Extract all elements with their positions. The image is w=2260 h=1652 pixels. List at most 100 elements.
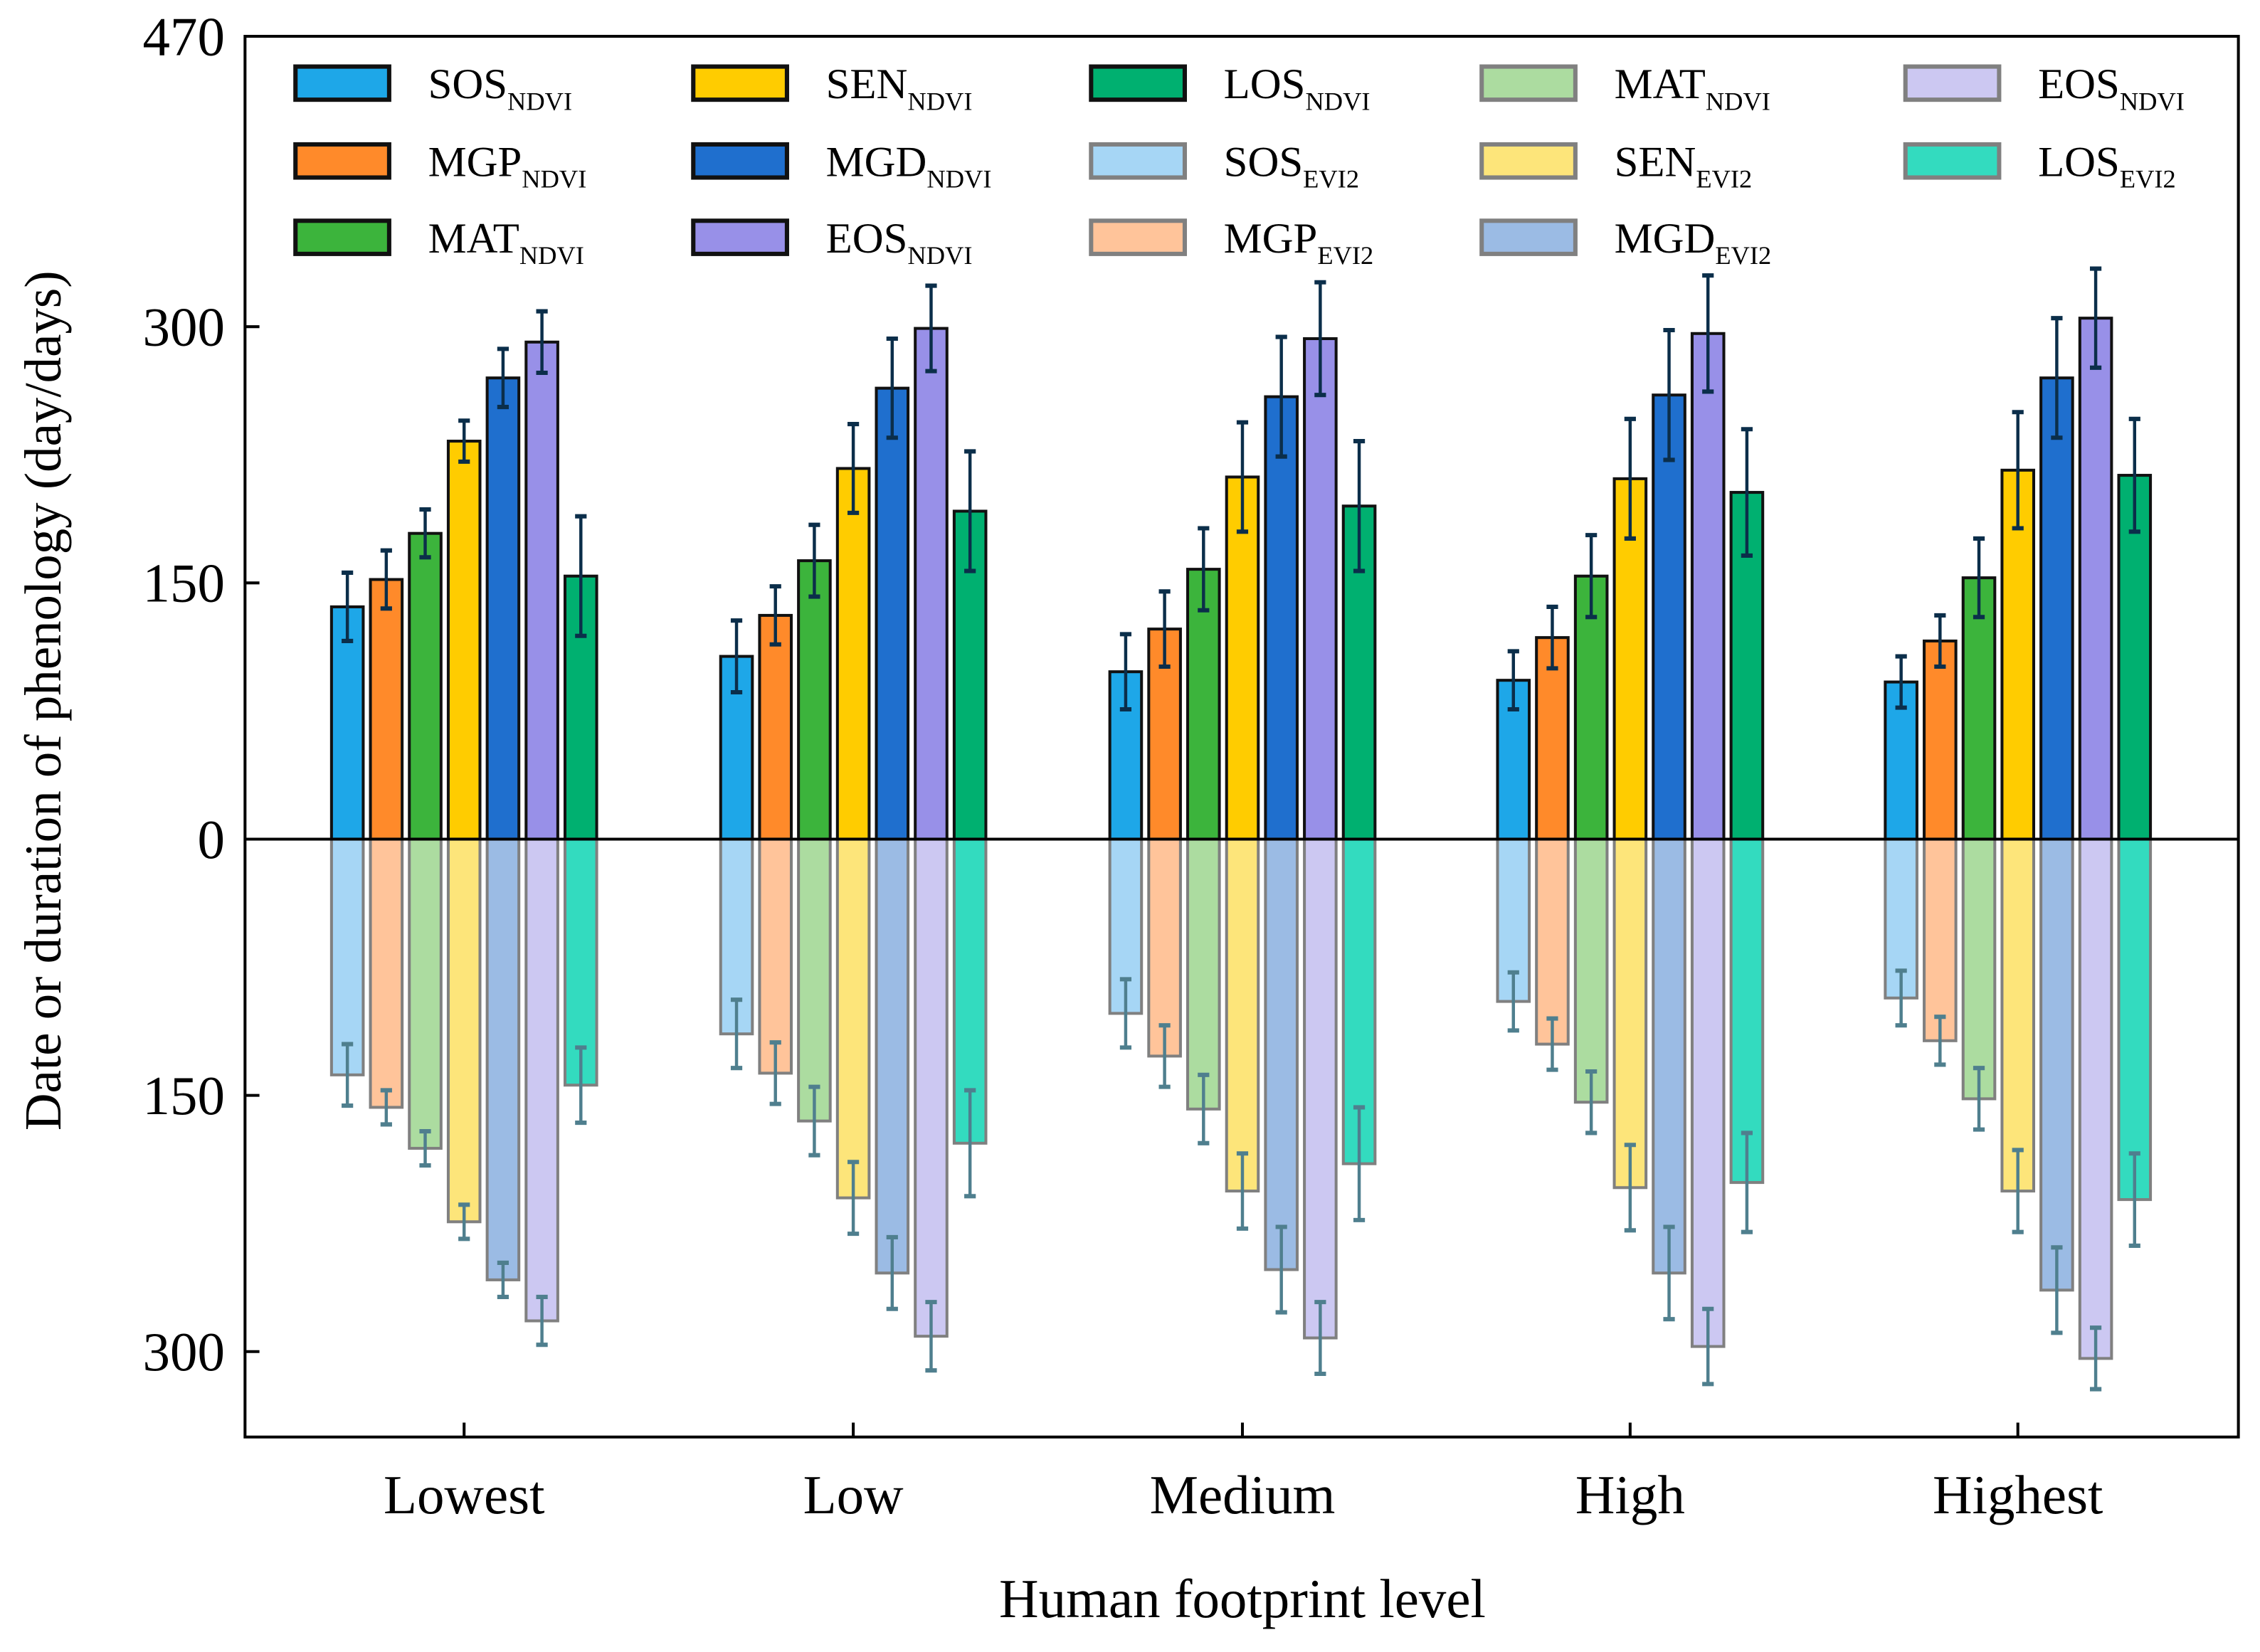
legend-label-subscript: NDVI <box>1305 87 1370 115</box>
legend-item: SOSEVI2 <box>1089 138 1359 194</box>
bar-mat-ndvi <box>797 559 832 841</box>
bar-mgp-ndvi <box>369 578 404 841</box>
legend-label: LOSNDVI <box>1224 60 1371 115</box>
legend-label: MGPEVI2 <box>1224 215 1374 270</box>
bar-mgd-evi2 <box>485 837 521 1281</box>
legend-label-subscript: NDVI <box>907 87 972 115</box>
legend-label-main: MGP <box>428 138 522 186</box>
legend-label: SOSNDVI <box>428 60 573 115</box>
bar-mgp-evi2 <box>1535 837 1570 1046</box>
legend-label-main: SEN <box>826 60 908 108</box>
bar-mgd-evi2 <box>875 837 910 1275</box>
legend-label-subscript: NDVI <box>507 87 572 115</box>
bar-sos-evi2 <box>329 837 365 1076</box>
y-tick-label: 150 <box>143 553 225 614</box>
legend-label-main: LOS <box>1224 60 1306 108</box>
legend-swatch <box>691 64 789 102</box>
x-tick-label: Lowest <box>384 1464 545 1525</box>
bar-los-evi2 <box>2117 837 2153 1202</box>
legend-label: MGPNDVI <box>428 138 587 193</box>
bar-mat-evi2 <box>797 837 832 1123</box>
legend-swatch <box>691 142 789 180</box>
x-tick-label: Low <box>803 1464 904 1525</box>
legend-label: SOSEVI2 <box>1224 138 1359 193</box>
legend-item: MGPEVI2 <box>1089 215 1374 270</box>
axes-layer: 470 300 150 0 150 300 Lowest Low Medium High Highe… <box>143 6 2240 1525</box>
legend-label-subscript: NDVI <box>907 241 972 270</box>
bar-mat-evi2 <box>1573 837 1609 1104</box>
bar-sen-ndvi <box>446 440 482 841</box>
bar-eos-evi2 <box>1303 837 1338 1340</box>
bar-los-ndvi <box>952 509 988 841</box>
bar-mat-ndvi <box>408 531 443 841</box>
legend-label-subscript: NDVI <box>926 165 991 194</box>
bar-mgp-ndvi <box>758 613 793 841</box>
y-tick-label: 300 <box>143 297 225 358</box>
legend-item: MGDEVI2 <box>1479 215 1771 270</box>
legend-swatch <box>1089 218 1188 256</box>
legend-swatch <box>1903 64 2002 102</box>
legend-label-subscript: NDVI <box>1706 87 1770 115</box>
legend-swatch <box>293 64 391 102</box>
bar-sen-evi2 <box>1225 837 1260 1193</box>
legend-label-main: SEN <box>1615 138 1696 186</box>
bar-mgd-ndvi <box>2039 376 2074 841</box>
y-tick-label: 300 <box>143 1321 225 1382</box>
bar-sen-evi2 <box>835 837 871 1200</box>
y-tick-label: 0 <box>197 809 224 870</box>
bar-sen-ndvi <box>2000 468 2036 841</box>
legend-item: MGPNDVI <box>293 138 587 194</box>
bar-sen-evi2 <box>446 837 482 1224</box>
bar-mgd-evi2 <box>2039 837 2074 1292</box>
legend-swatch <box>1089 64 1188 102</box>
legend-item: MGDNDVI <box>691 138 992 194</box>
legend-label-subscript: EVI2 <box>1696 165 1752 194</box>
legend-label-main: SOS <box>428 60 507 108</box>
bar-los-evi2 <box>563 837 598 1087</box>
legend-item: MATNDVI <box>1479 60 1770 115</box>
bar-eos-evi2 <box>914 837 949 1338</box>
legend-label-main: MGD <box>1615 215 1716 263</box>
bar-eos-ndvi <box>1303 337 1338 841</box>
legend-item: SENEVI2 <box>1479 138 1752 194</box>
legend-item: LOSNDVI <box>1089 60 1371 115</box>
legend-label: MATNDVI <box>1615 60 1770 115</box>
legend-label-main: EOS <box>2038 60 2120 108</box>
legend-item: MATNDVI <box>293 215 584 270</box>
legend-label: MGDNDVI <box>826 138 992 193</box>
legend-label-main: SOS <box>1224 138 1303 186</box>
legend-label-subscript: EVI2 <box>1715 241 1771 270</box>
bar-mgp-evi2 <box>369 837 404 1109</box>
legend-label-main: EOS <box>826 215 908 263</box>
bar-eos-evi2 <box>2078 837 2113 1360</box>
legend-label-subscript: EVI2 <box>1317 241 1373 270</box>
legend-swatch <box>293 142 391 180</box>
legend-swatch <box>1089 142 1188 180</box>
legend-label: EOSNDVI <box>826 215 973 270</box>
bar-mat-evi2 <box>408 837 443 1150</box>
bar-eos-ndvi <box>1690 332 1726 841</box>
legend-item: LOSEVI2 <box>1903 138 2176 194</box>
legend-label: LOSEVI2 <box>2038 138 2176 193</box>
bar-mat-evi2 <box>1186 837 1221 1111</box>
bar-mgp-evi2 <box>1923 837 1958 1042</box>
x-tick-label: High <box>1575 1464 1685 1525</box>
bar-mgd-ndvi <box>485 376 521 841</box>
bar-sen-evi2 <box>1612 837 1648 1190</box>
x-tick-label: Highest <box>1933 1464 2103 1525</box>
legend-label-subscript: NDVI <box>519 241 584 270</box>
legend-item: SENNDVI <box>691 60 972 115</box>
legend-item: SOSNDVI <box>293 60 573 115</box>
legend-label-main: LOS <box>2038 138 2120 186</box>
legend-label-subscript: EVI2 <box>2120 165 2176 194</box>
y-tick-label: 470 <box>143 6 225 67</box>
legend-swatch <box>1479 142 1578 180</box>
bar-sen-ndvi <box>835 467 871 841</box>
bar-mgd-evi2 <box>1264 837 1299 1271</box>
x-tick-label: Medium <box>1150 1464 1336 1525</box>
bar-sen-evi2 <box>2000 837 2036 1193</box>
bar-eos-ndvi <box>524 340 559 841</box>
legend-label-main: MGD <box>826 138 927 186</box>
